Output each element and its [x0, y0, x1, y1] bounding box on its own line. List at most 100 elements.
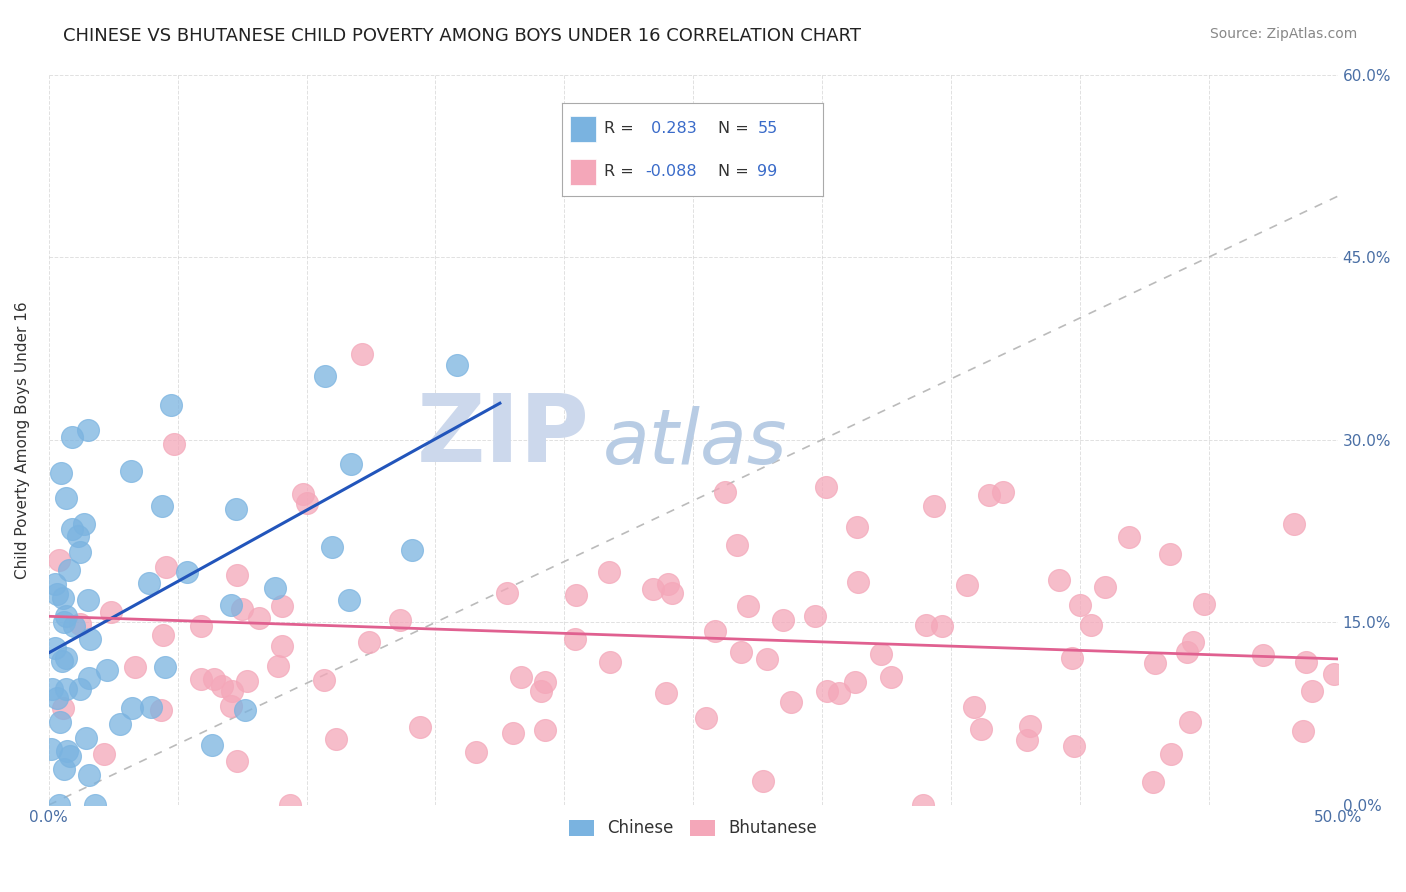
Point: [1080, 618, 1102, 632]
Point: [963, 700, 986, 714]
Point: [312, 673, 335, 688]
Point: [828, 686, 851, 700]
Point: [991, 484, 1014, 499]
Point: [325, 731, 347, 746]
Point: [219, 699, 242, 714]
Point: [160, 398, 183, 412]
Point: [45, 587, 67, 601]
Point: [337, 593, 360, 607]
Text: ZIP: ZIP: [418, 390, 591, 482]
Point: [755, 652, 778, 666]
Point: [226, 754, 249, 768]
Point: [534, 723, 557, 738]
Point: [844, 675, 866, 690]
Point: [69, 545, 91, 559]
Point: [970, 722, 993, 736]
Point: [152, 628, 174, 642]
Point: [599, 655, 621, 669]
Point: [510, 670, 533, 684]
Point: [1060, 651, 1083, 665]
Point: [956, 577, 979, 591]
Point: [69, 681, 91, 696]
Point: [51, 654, 73, 668]
Point: [59, 748, 82, 763]
Point: [77, 768, 100, 782]
Point: [176, 565, 198, 579]
Point: [1047, 573, 1070, 587]
Text: R =: R =: [605, 121, 638, 136]
Point: [231, 602, 253, 616]
Point: [77, 592, 100, 607]
Point: [108, 717, 131, 731]
Point: [45, 690, 67, 705]
Point: [150, 499, 173, 513]
Point: [502, 726, 524, 740]
FancyBboxPatch shape: [571, 159, 596, 185]
Point: [359, 635, 381, 649]
Point: [1017, 733, 1039, 747]
Point: [190, 618, 212, 632]
Point: [201, 738, 224, 752]
Point: [211, 679, 233, 693]
Point: [922, 499, 945, 513]
Point: [62, 619, 84, 633]
Text: Source: ZipAtlas.com: Source: ZipAtlas.com: [1209, 27, 1357, 41]
Point: [565, 588, 588, 602]
Point: [48, 715, 70, 730]
Text: 0.283: 0.283: [645, 121, 696, 136]
Text: N =: N =: [718, 164, 755, 179]
Point: [263, 581, 285, 595]
Point: [534, 675, 557, 690]
Point: [79, 632, 101, 646]
Point: [221, 683, 243, 698]
Point: [1253, 648, 1275, 663]
FancyBboxPatch shape: [571, 116, 596, 142]
Point: [48, 797, 70, 812]
Point: [190, 672, 212, 686]
Point: [267, 658, 290, 673]
Point: [657, 576, 679, 591]
Point: [564, 632, 586, 646]
Point: [55, 608, 77, 623]
Point: [124, 660, 146, 674]
Point: [465, 745, 488, 759]
Point: [661, 586, 683, 600]
Point: [41, 681, 63, 696]
Point: [446, 359, 468, 373]
Point: [100, 605, 122, 619]
Point: [725, 538, 748, 552]
Point: [1295, 655, 1317, 669]
Point: [75, 731, 97, 745]
Legend: Chinese, Bhutanese: Chinese, Bhutanese: [562, 813, 824, 844]
Point: [695, 710, 717, 724]
Y-axis label: Child Poverty Among Boys Under 16: Child Poverty Among Boys Under 16: [15, 301, 30, 579]
Point: [314, 368, 336, 383]
Point: [1063, 739, 1085, 754]
Point: [1282, 516, 1305, 531]
Point: [291, 487, 314, 501]
Point: [278, 797, 301, 812]
Point: [815, 480, 838, 494]
Point: [977, 488, 1000, 502]
Point: [141, 700, 163, 714]
Point: [1180, 714, 1202, 729]
Text: 99: 99: [758, 164, 778, 179]
Point: [846, 575, 869, 590]
Point: [77, 423, 100, 437]
Point: [235, 674, 257, 689]
Point: [55, 744, 77, 758]
Point: [1182, 635, 1205, 649]
Point: [641, 582, 664, 596]
Point: [55, 491, 77, 506]
Point: [55, 681, 77, 696]
Point: [155, 559, 177, 574]
Point: [880, 670, 903, 684]
Point: [530, 683, 553, 698]
Point: [730, 645, 752, 659]
Point: [271, 599, 294, 613]
Point: [225, 502, 247, 516]
Point: [1160, 747, 1182, 761]
Point: [58, 563, 80, 577]
Point: [162, 437, 184, 451]
Point: [49, 466, 72, 480]
